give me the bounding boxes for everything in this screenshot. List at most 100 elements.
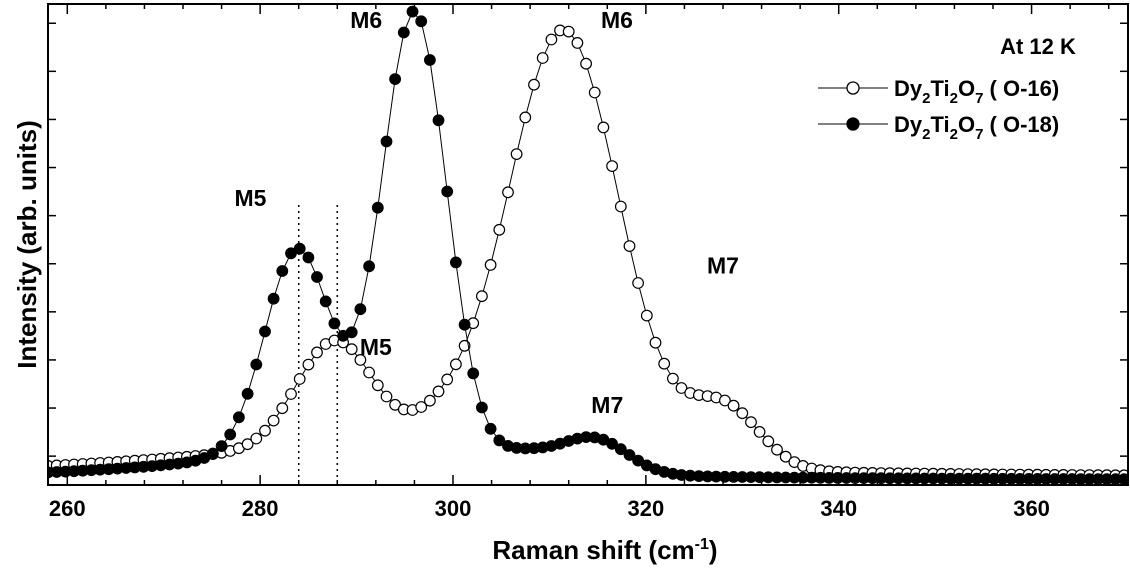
data-point-filled (363, 260, 376, 273)
legend-title: At 12 K (1000, 34, 1076, 59)
data-point-open (719, 394, 731, 407)
x-tick-label: 340 (820, 496, 857, 521)
peak-label: M5 (360, 334, 392, 360)
data-point-open (528, 78, 540, 91)
data-point-open (484, 259, 497, 271)
data-point-open (250, 432, 263, 445)
data-point-filled (232, 411, 245, 424)
data-point-filled (302, 251, 315, 264)
data-point-filled (371, 201, 384, 214)
y-axis-label: Intensity (arb. units) (12, 120, 42, 368)
data-point-filled (276, 265, 289, 277)
data-point-filled (484, 422, 497, 435)
data-point-open (311, 346, 323, 359)
data-point-open (545, 33, 558, 46)
data-point-filled (493, 434, 506, 447)
data-point-open (380, 390, 393, 403)
data-point-filled (380, 135, 393, 148)
legend-entry-label: Dy2Ti2O7 ( O-16) (894, 76, 1059, 107)
x-tick-label: 320 (627, 496, 664, 521)
data-point-open (606, 160, 618, 173)
data-point-filled (354, 303, 367, 316)
data-point-open (649, 336, 662, 349)
data-point-open (424, 394, 436, 407)
data-point-open (771, 443, 783, 456)
data-point-open (753, 426, 766, 438)
data-point-filled (224, 428, 237, 441)
data-point-filled (241, 387, 254, 400)
x-tick-label: 360 (1013, 496, 1050, 521)
data-point-open (476, 290, 488, 303)
data-point-open (736, 407, 749, 420)
data-point-open (441, 373, 454, 386)
data-layer (48, 5, 1128, 485)
data-point-filled (441, 185, 454, 198)
data-point-filled (623, 449, 636, 461)
data-point-filled (458, 318, 471, 331)
data-point-filled (328, 317, 341, 330)
data-point-filled (424, 54, 436, 66)
data-point-open (415, 401, 428, 413)
data-point-open (536, 52, 549, 64)
data-point-open (519, 111, 532, 124)
data-point-open (580, 57, 592, 70)
data-point-filled (345, 326, 358, 339)
data-point-open (450, 358, 462, 371)
data-point-open (632, 277, 644, 289)
data-point-filled (389, 73, 402, 85)
x-axis-label: Raman shift (cm-1) (492, 535, 717, 565)
data-point-open (363, 366, 376, 379)
data-point-open (432, 385, 445, 398)
data-point-filled (319, 295, 332, 308)
legend: At 12 K Dy2Ti2O7 ( O-16) Dy2Ti2O7 ( O-18) (818, 34, 1076, 143)
data-point-filled (397, 26, 410, 39)
data-point-open (640, 309, 653, 322)
peak-label: M5 (235, 185, 267, 211)
data-point-open (302, 358, 315, 371)
data-point-open (571, 37, 584, 49)
data-point-open (259, 424, 271, 437)
data-point-filled (450, 256, 462, 269)
data-point-filled (415, 15, 428, 28)
x-tick-label: 300 (435, 496, 472, 521)
data-point-open (727, 399, 740, 412)
data-point-open (371, 379, 384, 392)
data-point-open (779, 450, 792, 463)
data-point-open (276, 402, 289, 415)
data-point-filled (467, 367, 480, 380)
plot-frame (47, 3, 1129, 486)
legend-marker-filled (846, 117, 860, 131)
annotation-layer: M5 M6 M5 M6 M7 M7 (235, 7, 739, 418)
data-point-open (745, 416, 757, 429)
data-point-open (623, 240, 636, 253)
data-point-filled (206, 447, 219, 460)
peak-label: M6 (350, 7, 382, 33)
peak-label: M7 (591, 392, 623, 418)
data-point-open (345, 343, 358, 356)
data-point-open (293, 373, 306, 385)
data-point-open (675, 382, 688, 394)
legend-marker-open (846, 81, 860, 95)
data-point-filled (476, 401, 488, 414)
data-point-filled (406, 5, 419, 18)
data-point-open (762, 435, 775, 448)
data-point-open (562, 25, 575, 38)
data-point-open (458, 339, 471, 352)
data-point-open (614, 200, 627, 213)
data-point-open (267, 414, 280, 427)
x-tick-label: 280 (242, 496, 279, 521)
data-point-open (354, 354, 367, 366)
legend-entry-label: Dy2Ti2O7 ( O-18) (894, 112, 1059, 143)
axes-layer: 260 280 300 320 340 360 Raman shift (cm-1) Inte… (12, 3, 1129, 565)
data-point-filled (259, 325, 271, 338)
data-point-filled (215, 440, 228, 453)
data-point-filled (293, 242, 306, 255)
peak-label: M7 (707, 252, 739, 278)
data-point-filled (250, 358, 263, 371)
data-point-filled (606, 437, 618, 450)
data-point-open (502, 186, 514, 199)
data-point-filled (614, 443, 627, 456)
data-point-open (493, 223, 506, 236)
